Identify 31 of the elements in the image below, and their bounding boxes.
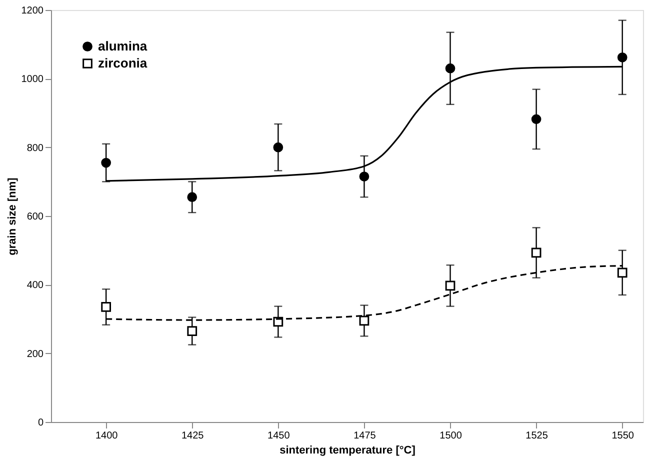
x-tick-label: 1550 [612,430,634,442]
legend-label: alumina [98,38,148,54]
x-tick-label: 1450 [268,430,290,442]
y-tick-label: 400 [26,280,44,292]
point [531,114,542,124]
x-tick-label: 1425 [181,430,204,442]
y-tick-label: 1000 [21,74,44,86]
point [617,52,628,62]
point [273,142,284,152]
point [101,302,112,312]
y-tick-label: 1200 [21,6,44,16]
legend-label: zirconia [98,56,148,70]
x-tick-label: 1400 [95,430,118,442]
point [531,248,542,258]
point [187,192,198,202]
y-tick-label: 0 [38,418,44,428]
point [445,63,456,74]
y-tick-label: 800 [26,142,44,154]
point [359,172,370,182]
y-axis-title: grain size [nm] [6,177,18,256]
point [617,268,628,278]
point [187,326,198,336]
x-tick-label: 1500 [440,430,462,442]
x-tick-label: 1525 [526,430,548,442]
point [101,158,112,168]
point [445,280,456,291]
y-tick-label: 200 [26,348,44,360]
x-axis-title: sintering temperature [°C] [280,444,416,456]
x-tick-label: 1475 [354,430,376,442]
point [359,316,370,326]
y-tick-label: 600 [26,212,44,222]
